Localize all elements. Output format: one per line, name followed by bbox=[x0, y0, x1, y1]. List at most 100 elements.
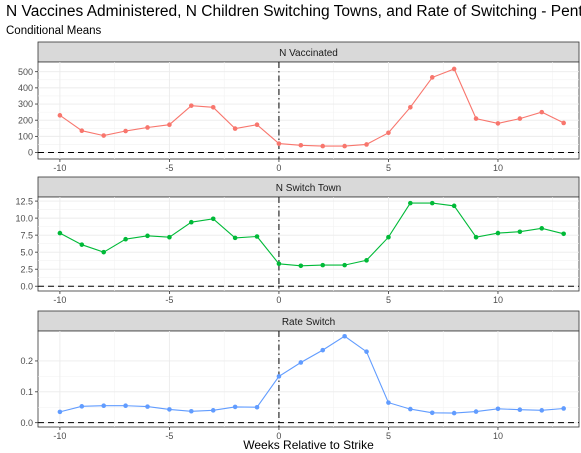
data-point bbox=[320, 262, 326, 268]
data-point bbox=[101, 133, 107, 138]
data-point bbox=[145, 404, 150, 409]
data-point bbox=[539, 226, 545, 231]
data-point bbox=[451, 66, 457, 72]
data-point bbox=[517, 407, 523, 413]
data-point bbox=[495, 406, 501, 412]
chart-title: N Vaccines Administered, N Children Swit… bbox=[6, 3, 581, 20]
data-point bbox=[408, 406, 413, 412]
data-point bbox=[298, 142, 304, 148]
data-point bbox=[276, 261, 282, 267]
data-point bbox=[276, 141, 282, 146]
data-point bbox=[473, 234, 479, 240]
data-point bbox=[539, 109, 545, 115]
y-tick-label: 200 bbox=[18, 115, 33, 125]
data-point bbox=[364, 258, 369, 263]
data-point bbox=[517, 229, 523, 235]
panel-border bbox=[37, 61, 580, 160]
data-point bbox=[79, 404, 85, 409]
y-tick-label: 5.0 bbox=[20, 247, 33, 257]
y-tick-label: 12.5 bbox=[15, 196, 33, 206]
data-point bbox=[189, 408, 194, 414]
data-point bbox=[210, 408, 216, 413]
data-point bbox=[145, 125, 150, 130]
x-tick-label: 0 bbox=[276, 163, 281, 173]
data-point bbox=[473, 409, 479, 414]
x-tick-label: -10 bbox=[53, 163, 66, 173]
x-tick-label: -5 bbox=[165, 431, 173, 441]
y-tick-label: 0.1 bbox=[20, 387, 33, 397]
series-line bbox=[59, 68, 564, 147]
x-tick-label: -5 bbox=[165, 163, 173, 173]
data-point bbox=[342, 143, 347, 149]
panel-border bbox=[37, 330, 580, 428]
facet-strip-label: N Vaccinated bbox=[279, 48, 338, 59]
x-tick-label: 5 bbox=[386, 163, 391, 173]
data-point bbox=[276, 374, 282, 379]
data-point bbox=[517, 116, 523, 121]
data-point bbox=[123, 236, 128, 242]
y-tick-label: 2.5 bbox=[20, 264, 33, 274]
x-tick-label: -10 bbox=[53, 295, 66, 305]
data-point bbox=[539, 408, 545, 413]
data-point bbox=[210, 104, 216, 110]
data-point bbox=[451, 410, 457, 416]
data-point bbox=[408, 104, 413, 110]
data-point bbox=[57, 409, 63, 415]
x-tick-label: 10 bbox=[493, 295, 503, 305]
x-tick-label: -10 bbox=[53, 431, 66, 441]
data-point bbox=[167, 122, 172, 128]
data-point bbox=[210, 216, 216, 222]
data-point bbox=[79, 128, 85, 134]
data-point bbox=[167, 407, 172, 412]
data-point bbox=[561, 120, 566, 126]
data-point bbox=[298, 263, 304, 269]
data-point bbox=[298, 360, 304, 365]
data-point bbox=[386, 130, 391, 136]
data-point bbox=[495, 121, 501, 126]
data-point bbox=[232, 404, 238, 410]
data-point bbox=[561, 406, 566, 411]
data-point bbox=[429, 200, 435, 206]
y-tick-label: 7.5 bbox=[20, 230, 33, 240]
data-point bbox=[101, 249, 107, 255]
y-tick-label: 500 bbox=[18, 67, 33, 77]
x-tick-label: 10 bbox=[493, 431, 503, 441]
data-point bbox=[232, 235, 238, 241]
data-point bbox=[57, 230, 63, 236]
chart-subtitle: Conditional Means bbox=[6, 25, 102, 37]
data-point bbox=[364, 142, 369, 147]
facet-strip-label: Rate Switch bbox=[282, 317, 335, 328]
data-point bbox=[495, 230, 501, 236]
data-point bbox=[123, 403, 128, 409]
data-point bbox=[167, 234, 172, 240]
data-point bbox=[232, 126, 238, 131]
x-tick-label: 10 bbox=[493, 163, 503, 173]
panel-border bbox=[37, 196, 580, 292]
data-point bbox=[189, 219, 194, 225]
data-point bbox=[386, 400, 391, 405]
x-tick-label: 5 bbox=[386, 295, 391, 305]
data-point bbox=[254, 234, 260, 239]
data-point bbox=[408, 200, 413, 206]
y-tick-label: 100 bbox=[18, 132, 33, 142]
series-line bbox=[59, 335, 564, 414]
data-point bbox=[561, 231, 566, 237]
y-tick-label: 300 bbox=[18, 99, 33, 109]
data-point bbox=[145, 233, 150, 239]
data-point bbox=[320, 143, 326, 149]
data-point bbox=[473, 116, 479, 121]
x-tick-label: -5 bbox=[165, 295, 173, 305]
data-point bbox=[386, 234, 391, 240]
series-line bbox=[59, 202, 564, 267]
facet-strip-label: N Switch Town bbox=[276, 183, 341, 194]
x-tick-label: 0 bbox=[276, 295, 281, 305]
data-point bbox=[101, 403, 107, 409]
y-tick-label: 0.2 bbox=[20, 356, 33, 366]
y-tick-label: 0 bbox=[28, 148, 33, 158]
data-point bbox=[254, 122, 260, 128]
data-point bbox=[451, 203, 457, 209]
data-point bbox=[429, 410, 435, 416]
x-axis-title: Weeks Relative to Strike bbox=[243, 438, 374, 452]
